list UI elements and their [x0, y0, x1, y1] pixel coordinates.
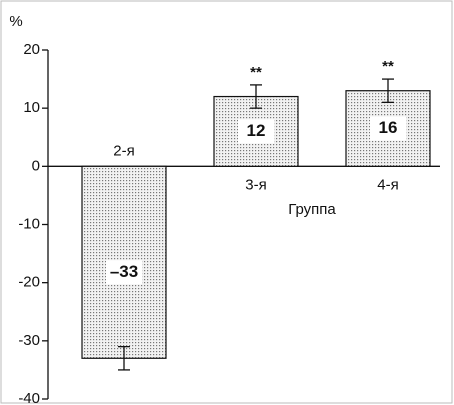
x-tick-label: 3-я: [245, 176, 266, 193]
y-tick-label: -20: [18, 274, 40, 291]
y-tick-label: -40: [18, 390, 40, 405]
y-axis-label: %: [9, 13, 22, 30]
y-tick-label: -30: [18, 332, 40, 349]
bar-text: 12: [247, 121, 266, 140]
y-tick-label: 10: [23, 99, 40, 116]
bar-text-box: [238, 119, 274, 144]
x-tick-label: 4-я: [377, 176, 398, 193]
bar-text: 16: [379, 118, 398, 137]
x-axis-label: Группа: [288, 201, 336, 218]
y-tick-label: -10: [18, 215, 40, 232]
bar-text-box: [106, 260, 142, 285]
significance-mark: **: [250, 64, 262, 81]
y-tick-label: 20: [23, 41, 40, 58]
x-tick-label: 2-я: [113, 142, 134, 159]
bar-text-box: [370, 116, 406, 141]
y-tick-label: 0: [32, 157, 40, 174]
bar-text: –33: [110, 262, 138, 281]
significance-mark: **: [382, 58, 394, 75]
